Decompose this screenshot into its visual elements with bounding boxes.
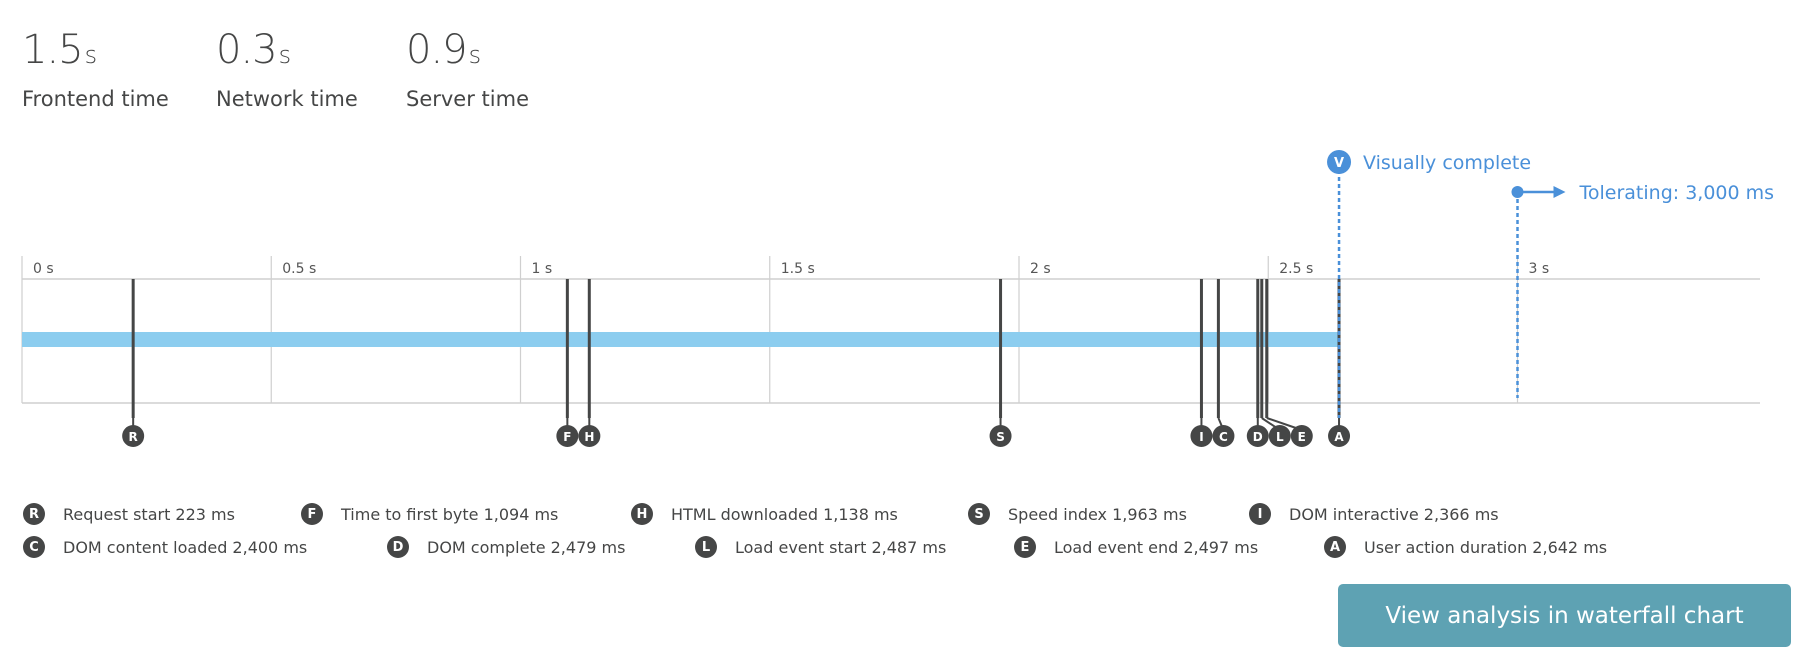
tick-label: 2 s: [1030, 261, 1051, 277]
visually-complete-label: Visually complete: [1363, 152, 1531, 174]
legend-label: DOM complete 2,479 ms: [427, 537, 626, 557]
metric-label: Network time: [216, 87, 358, 111]
marker-icon: D: [387, 536, 409, 558]
metric-unit: s: [278, 41, 291, 69]
marker-badge-A: [1328, 425, 1351, 447]
metric-frontend-time: 1.5s Frontend time: [22, 28, 169, 111]
legend-label: DOM interactive 2,366 ms: [1289, 504, 1499, 524]
threshold-label: Tolerating: 3,000 ms: [1579, 182, 1775, 204]
tick-label: 0.5 s: [282, 261, 316, 277]
tick-label: 3 s: [1529, 261, 1550, 277]
marker-icon: A: [1324, 536, 1346, 558]
legend-item-H: H HTML downloaded 1,138 ms: [631, 503, 898, 525]
legend-label: Request start 223 ms: [63, 504, 235, 524]
metric-unit: s: [84, 41, 97, 69]
marker-badge-I: [1190, 425, 1213, 447]
marker-letter: S: [996, 430, 1005, 444]
legend-item-I: I DOM interactive 2,366 ms: [1249, 503, 1499, 525]
marker-icon: H: [631, 503, 653, 525]
view-waterfall-button[interactable]: View analysis in waterfall chart: [1338, 584, 1791, 647]
marker-badge-S: [989, 425, 1012, 447]
metric-value: 0.3: [216, 27, 278, 73]
marker-badge-E: [1290, 425, 1313, 447]
marker-icon: S: [968, 503, 990, 525]
marker-badge-L: [1268, 425, 1291, 447]
visually-complete-icon: [1327, 150, 1352, 174]
tick-label: 2.5 s: [1279, 261, 1313, 277]
legend-item-D: D DOM complete 2,479 ms: [387, 536, 625, 558]
marker-badge-D: [1246, 425, 1269, 447]
metric-server-time: 0.9s Server time: [406, 28, 529, 111]
legend-label: User action duration 2,642 ms: [1364, 537, 1608, 557]
legend-label: DOM content loaded 2,400 ms: [63, 537, 308, 557]
legend-label: Time to first byte 1,094 ms: [341, 504, 559, 524]
marker-icon: F: [301, 503, 323, 525]
visually-complete-letter: V: [1334, 156, 1344, 171]
timeline-chart: 0 s 0.5 s 1 s 1.5 s 2 s 2.5 s 3 s Tolerating: 3…: [21, 150, 1775, 447]
legend-item-C: C DOM content loaded 2,400 ms: [23, 536, 307, 558]
marker-badge-F: [556, 425, 579, 447]
marker-badge-C: [1212, 425, 1235, 447]
legend-item-R: R Request start 223 ms: [23, 503, 235, 525]
marker-letter: R: [129, 430, 138, 444]
tick-label: 0 s: [33, 261, 54, 277]
legend-label: Load event start 2,487 ms: [735, 537, 947, 557]
metric-value: 0.9: [406, 27, 468, 73]
marker-icon: I: [1249, 503, 1271, 525]
legend-item-F: F Time to first byte 1,094 ms: [301, 503, 558, 525]
legend-label: Load event end 2,497 ms: [1054, 537, 1259, 557]
marker-badge-H: [578, 425, 601, 447]
marker-icon: E: [1014, 536, 1036, 558]
metric-unit: s: [468, 41, 481, 69]
tick-label: 1.5 s: [781, 261, 815, 277]
marker-icon: L: [695, 536, 717, 558]
legend-item-S: S Speed index 1,963 ms: [968, 503, 1187, 525]
marker-icon: R: [23, 503, 45, 525]
marker-letter: L: [1276, 430, 1284, 444]
metric-value: 1.5: [22, 27, 84, 73]
marker-letter: H: [584, 430, 594, 444]
metric-label: Frontend time: [22, 87, 169, 111]
metric-network-time: 0.3s Network time: [216, 28, 358, 111]
tick-label: 1 s: [532, 261, 553, 277]
arrow-icon: [1553, 186, 1566, 198]
marker-letter: F: [563, 430, 571, 444]
legend-item-A: A User action duration 2,642 ms: [1324, 536, 1607, 558]
marker-letter: A: [1334, 430, 1344, 444]
metric-label: Server time: [406, 87, 529, 111]
marker-letter: E: [1298, 430, 1306, 444]
legend-label: Speed index 1,963 ms: [1008, 504, 1187, 524]
marker-letter: C: [1219, 430, 1228, 444]
marker-badge-R: [122, 425, 145, 447]
marker-letter: D: [1253, 430, 1263, 444]
marker-icon: C: [23, 536, 45, 558]
legend-item-L: L Load event start 2,487 ms: [695, 536, 946, 558]
duration-bar: [22, 332, 1340, 347]
legend-label: HTML downloaded 1,138 ms: [671, 504, 898, 524]
marker-letter: I: [1199, 430, 1203, 444]
legend-item-E: E Load event end 2,497 ms: [1014, 536, 1258, 558]
